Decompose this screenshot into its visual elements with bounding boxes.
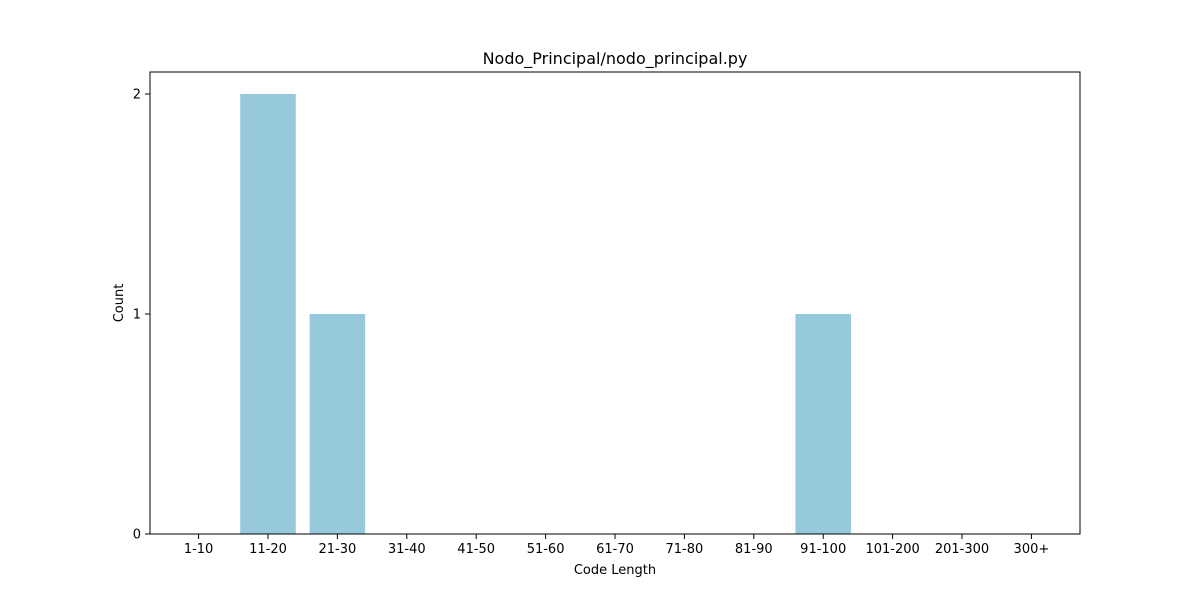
x-tick-label: 201-300 bbox=[935, 542, 989, 557]
bar-11-20 bbox=[240, 94, 296, 534]
x-tick-label: 81-90 bbox=[735, 542, 773, 557]
bar-21-30 bbox=[309, 314, 366, 534]
chart-title: Nodo_Principal/nodo_principal.py bbox=[483, 49, 748, 69]
x-tick-label: 21-30 bbox=[318, 542, 356, 557]
x-tick-label: 11-20 bbox=[249, 542, 287, 557]
y-tick-label: 1 bbox=[133, 308, 141, 323]
x-tick-label: 41-50 bbox=[457, 542, 495, 557]
y-axis-ticks: 0 1 2 bbox=[133, 88, 150, 543]
y-tick-label: 0 bbox=[133, 528, 141, 543]
y-axis-label: Count bbox=[112, 284, 127, 323]
x-tick-label: 51-60 bbox=[527, 542, 565, 557]
x-tick-label: 300+ bbox=[1014, 542, 1050, 557]
x-tick-label: 101-200 bbox=[865, 542, 919, 557]
bars-group bbox=[240, 94, 851, 534]
x-tick-label: 61-70 bbox=[596, 542, 634, 557]
x-tick-label: 31-40 bbox=[388, 542, 426, 557]
y-tick-label: 2 bbox=[133, 88, 141, 103]
x-tick-label: 91-100 bbox=[800, 542, 846, 557]
x-axis-ticks: 1-10 11-20 21-30 31-40 41-50 51-60 61-70 71-80 8… bbox=[184, 534, 1049, 557]
plot-frame bbox=[149, 71, 1081, 535]
x-tick-label: 1-10 bbox=[184, 542, 214, 557]
bar-91-100 bbox=[795, 314, 851, 534]
x-axis-label: Code Length bbox=[574, 563, 656, 578]
x-tick-label: 71-80 bbox=[666, 542, 704, 557]
